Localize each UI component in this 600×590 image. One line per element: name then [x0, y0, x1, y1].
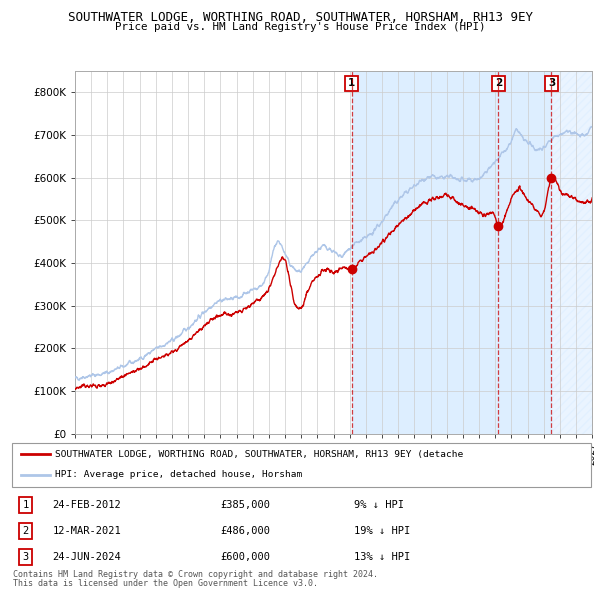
Text: 1: 1 — [348, 78, 355, 88]
Text: This data is licensed under the Open Government Licence v3.0.: This data is licensed under the Open Gov… — [13, 579, 318, 588]
Text: £486,000: £486,000 — [220, 526, 271, 536]
Text: 3: 3 — [548, 78, 555, 88]
FancyBboxPatch shape — [12, 442, 591, 487]
Text: 24-FEB-2012: 24-FEB-2012 — [53, 500, 121, 510]
Text: 2: 2 — [22, 526, 29, 536]
Text: 24-JUN-2024: 24-JUN-2024 — [53, 552, 121, 562]
Text: 9% ↓ HPI: 9% ↓ HPI — [353, 500, 404, 510]
Text: 13% ↓ HPI: 13% ↓ HPI — [353, 552, 410, 562]
Bar — [352, 71, 551, 434]
Text: HPI: Average price, detached house, Horsham: HPI: Average price, detached house, Hors… — [55, 470, 302, 479]
Text: 12-MAR-2021: 12-MAR-2021 — [53, 526, 121, 536]
Text: £385,000: £385,000 — [220, 500, 271, 510]
Text: 3: 3 — [22, 552, 29, 562]
Text: 2: 2 — [494, 78, 502, 88]
Text: 1: 1 — [22, 500, 29, 510]
Text: 19% ↓ HPI: 19% ↓ HPI — [353, 526, 410, 536]
Bar — [551, 71, 600, 434]
Text: £600,000: £600,000 — [220, 552, 271, 562]
Text: Price paid vs. HM Land Registry's House Price Index (HPI): Price paid vs. HM Land Registry's House … — [115, 22, 485, 32]
Text: SOUTHWATER LODGE, WORTHING ROAD, SOUTHWATER, HORSHAM, RH13 9EY (detache: SOUTHWATER LODGE, WORTHING ROAD, SOUTHWA… — [55, 450, 464, 459]
Text: Contains HM Land Registry data © Crown copyright and database right 2024.: Contains HM Land Registry data © Crown c… — [13, 570, 378, 579]
Text: SOUTHWATER LODGE, WORTHING ROAD, SOUTHWATER, HORSHAM, RH13 9EY: SOUTHWATER LODGE, WORTHING ROAD, SOUTHWA… — [67, 11, 533, 24]
